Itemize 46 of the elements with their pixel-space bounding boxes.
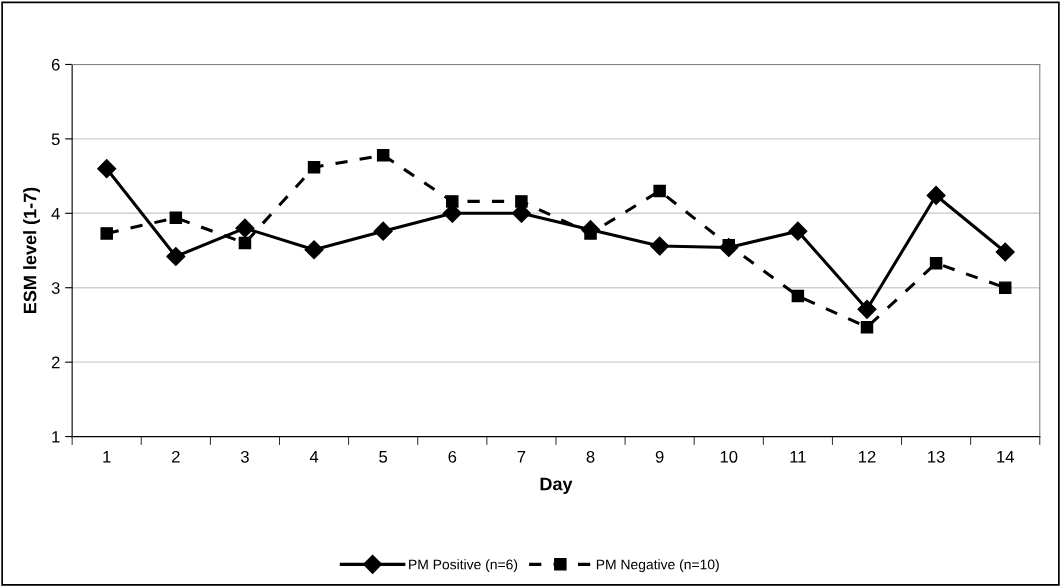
x-axis-title: Day [540,477,573,494]
x-tick-label: 12 [858,450,876,463]
x-tick-label: 7 [517,451,526,463]
point [650,236,670,256]
x-tick-label: 5 [379,451,388,463]
y-axis-title: ESM level (1-7) [23,187,40,314]
y-tick-label: 1 [52,431,60,443]
x-tick-label: 13 [928,450,945,463]
point [376,149,390,162]
point [166,246,186,267]
point [169,211,183,225]
y-tick-label: 3 [51,282,60,294]
point [373,221,393,241]
point [307,160,321,174]
point [653,184,666,198]
y-tick-label: 5 [51,133,60,146]
x-tick-label: 10 [720,450,738,463]
x-tick-label: 11 [790,451,806,463]
point [238,236,252,250]
point [998,281,1012,294]
y-tick-label: 6 [51,58,60,71]
x-tick-label: 14 [997,451,1014,463]
point [100,227,113,240]
point [788,221,808,241]
point [235,218,255,238]
point [791,289,805,303]
point [926,185,946,205]
y-tick-label: 4 [51,207,60,220]
x-tick-label: 1 [103,451,111,463]
point [857,299,877,319]
point [304,240,324,260]
legend-label: PM Negative (n=10) [596,559,719,573]
point [995,242,1015,262]
point [860,320,874,334]
y-tick-label: 2 [51,356,60,369]
point [446,195,459,208]
point [97,159,117,179]
x-tick-label: 3 [240,450,249,463]
x-tick-label: 8 [586,450,595,463]
x-tick-label: 2 [172,450,180,463]
x-tick-label: 4 [309,451,319,463]
legend-label: PM Positive (n=6) [409,559,518,573]
point [515,195,528,208]
x-tick-label: 9 [655,450,664,463]
point [929,256,943,270]
x-tick-label: 6 [448,450,457,463]
